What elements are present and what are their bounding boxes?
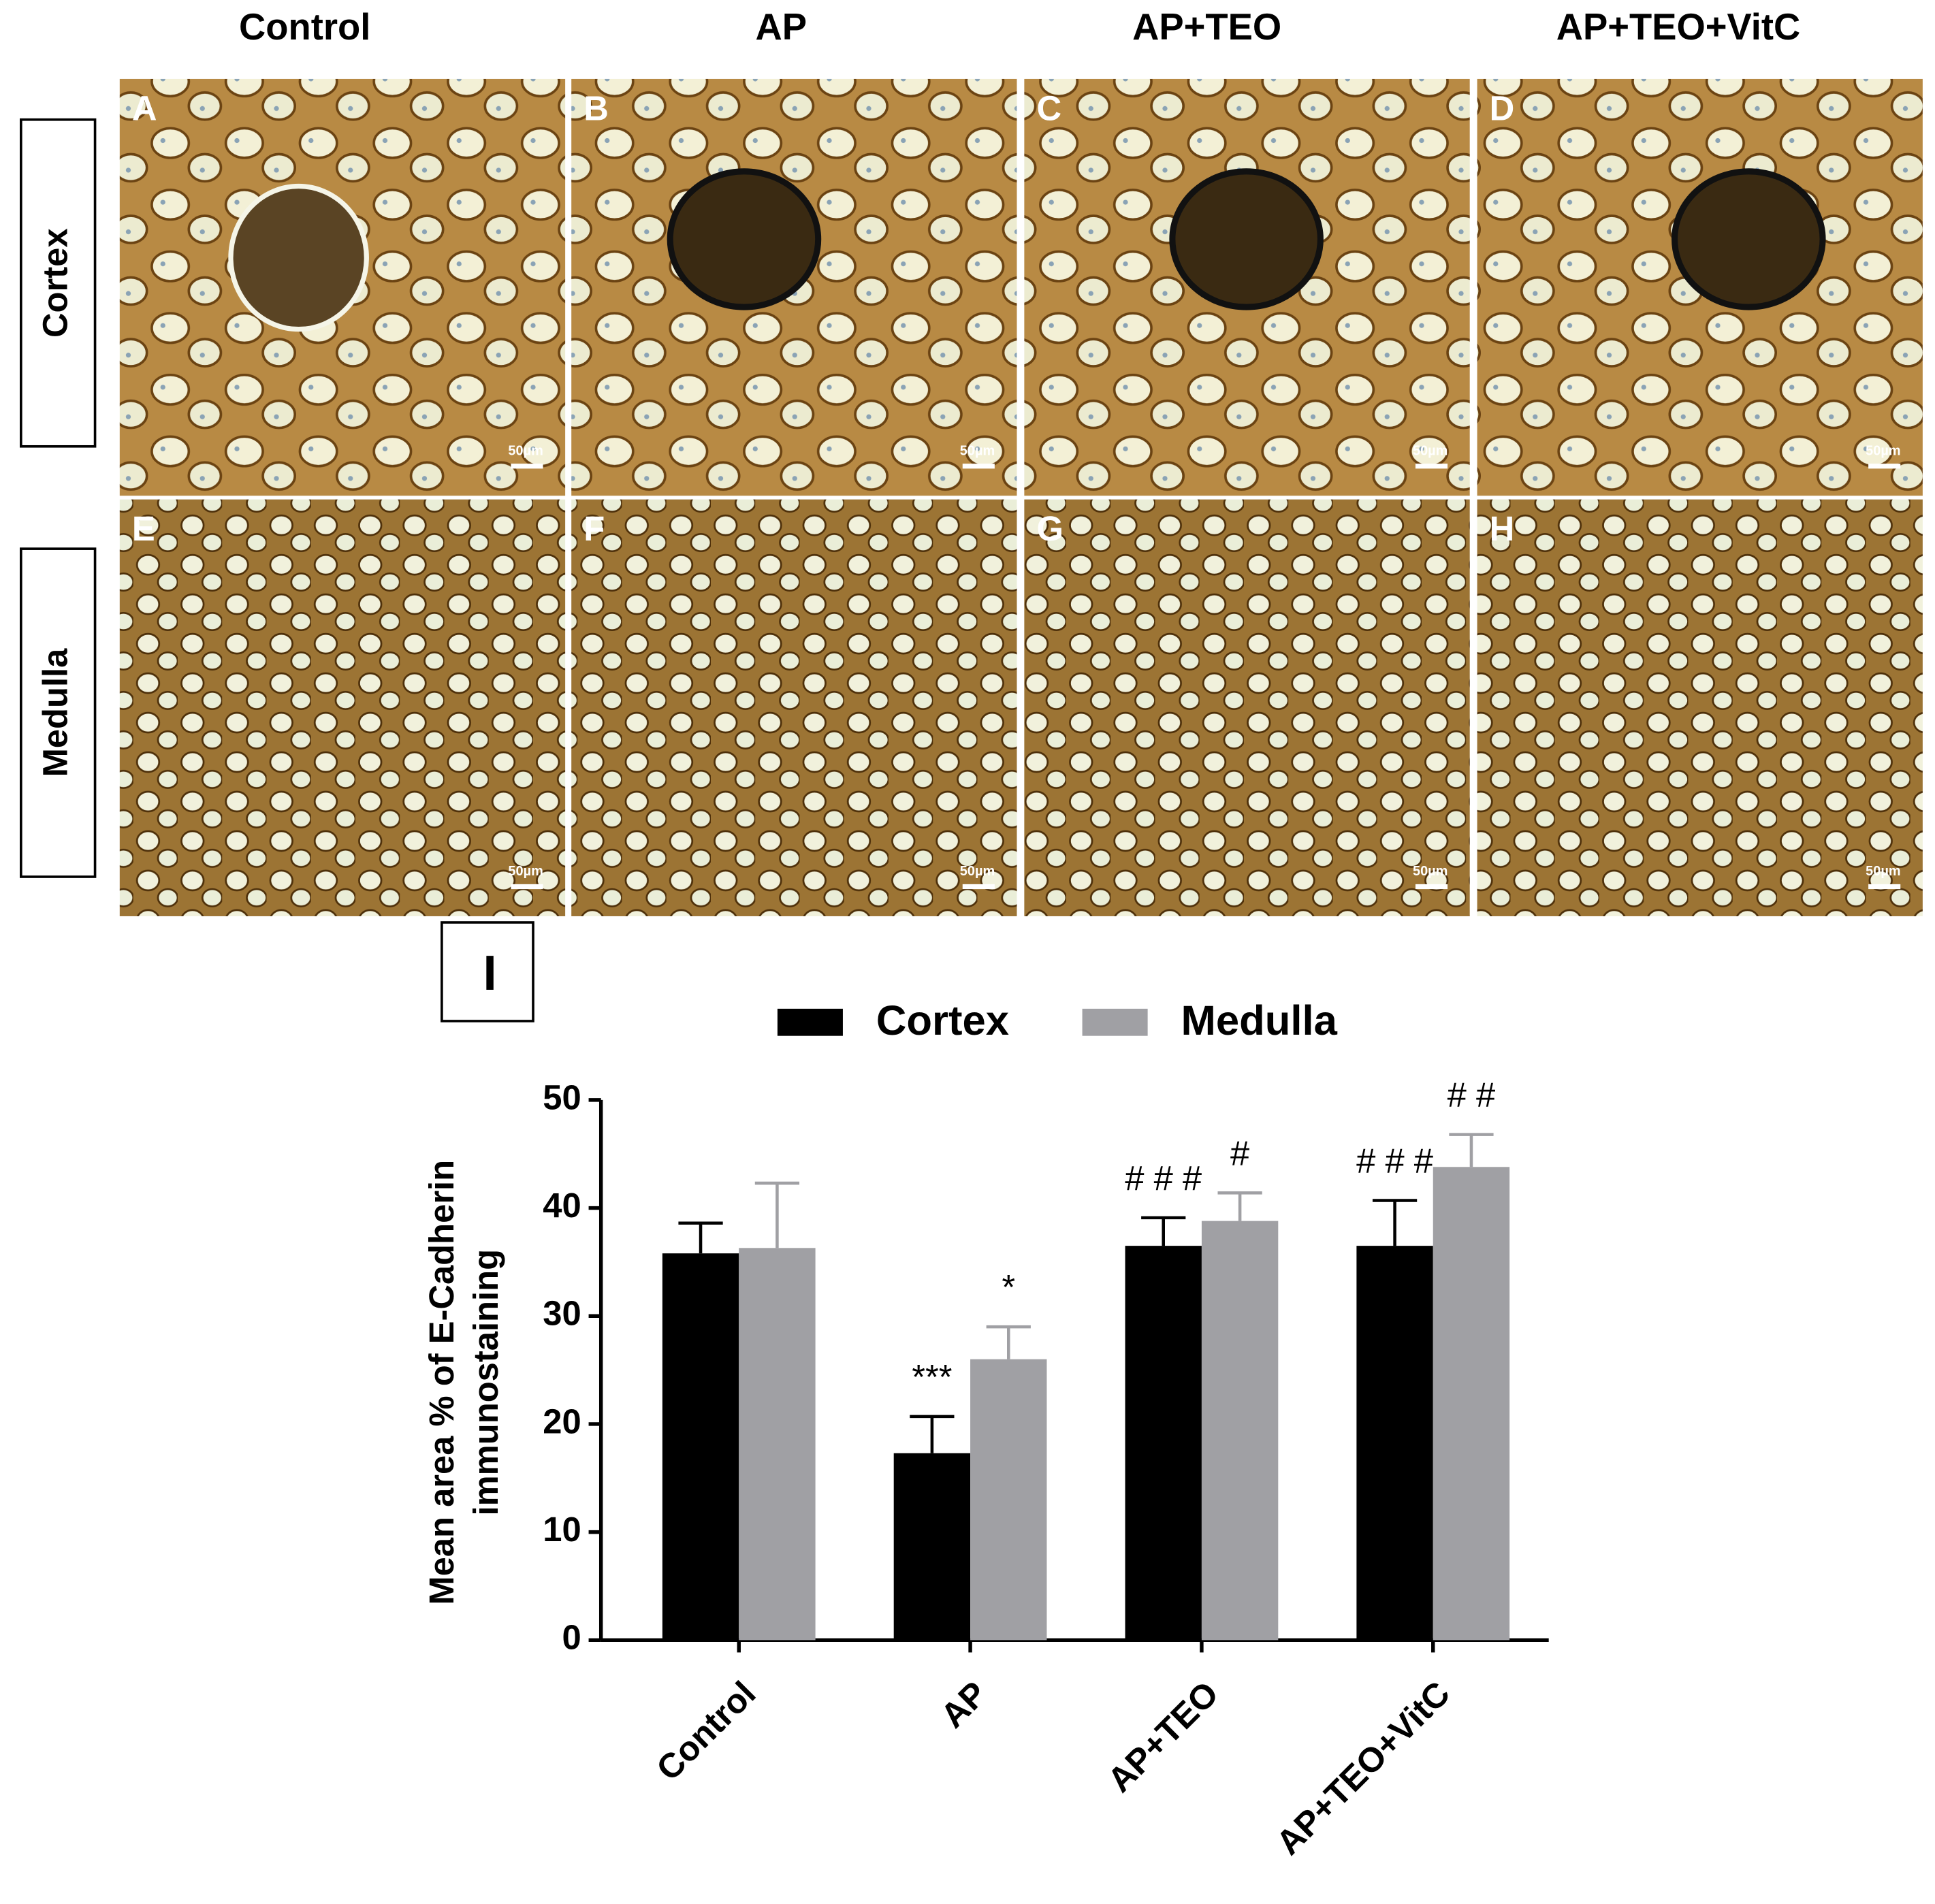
micrograph: [1024, 499, 1470, 916]
legend-label: Cortex: [876, 997, 1009, 1044]
chart-label: I: [483, 946, 496, 1001]
error-bar: [678, 1221, 723, 1254]
bar: [739, 1248, 816, 1641]
error-bar: [1372, 1199, 1418, 1246]
error-bar: [754, 1181, 800, 1248]
micrograph: [1477, 499, 1923, 916]
scale-bar: [511, 884, 543, 890]
significance-label: *: [1002, 1268, 1015, 1306]
row-label-box: [20, 118, 97, 448]
glomerulus: [1169, 168, 1324, 310]
x-tick-label: Control: [649, 1674, 763, 1788]
column-header: Control: [239, 6, 370, 48]
panel-letter: H: [1490, 509, 1515, 548]
legend-label: Medulla: [1181, 997, 1338, 1044]
scale-bar: [1868, 884, 1901, 890]
bar: [970, 1359, 1047, 1641]
panel-letter: A: [132, 88, 157, 127]
y-axis-label: Mean area % of E-Cadherin: [422, 1160, 461, 1605]
scale-bar-label: 50µm: [960, 864, 995, 879]
scale-bar: [1415, 464, 1448, 469]
significance-label: # # #: [1125, 1159, 1202, 1197]
bar-chart: 0 10 20 30 40 50 Mean area % of E-Cadherin immu…: [422, 997, 1549, 1862]
panel-letter: F: [583, 509, 605, 548]
glomerulus: [1672, 168, 1826, 310]
x-tick-label: AP: [933, 1674, 994, 1735]
scale-bar-label: 50µm: [508, 864, 543, 879]
panel-letter: E: [132, 509, 155, 548]
significance-label: # # #: [1356, 1142, 1433, 1180]
row-label-box: [20, 547, 97, 878]
scale-bar-label: 50µm: [1413, 443, 1448, 458]
y-axis-label: immunostaining: [466, 1249, 505, 1516]
panel-letter: D: [1490, 88, 1515, 127]
bar: [1201, 1221, 1279, 1641]
scale-bar: [962, 464, 995, 469]
bar: [662, 1253, 739, 1641]
y-tick-label: 40: [543, 1186, 581, 1225]
significance-label: # #: [1448, 1076, 1496, 1114]
glomerulus: [228, 183, 369, 332]
error-bar: [1449, 1133, 1494, 1167]
bar: [893, 1453, 971, 1641]
column-header: AP: [756, 6, 807, 48]
panel-letter: B: [583, 88, 609, 127]
scale-bar-label: 50µm: [1866, 443, 1900, 458]
scale-bar: [962, 884, 995, 890]
x-tick-label: AP+TEO: [1100, 1674, 1226, 1800]
scale-bar: [1415, 884, 1448, 890]
legend-swatch: [777, 1008, 843, 1036]
y-tick-label: 20: [543, 1402, 581, 1440]
panel-letter: C: [1037, 88, 1062, 127]
legend-swatch: [1082, 1008, 1148, 1036]
error-bar: [910, 1415, 955, 1453]
y-tick-label: 0: [562, 1618, 581, 1657]
bar: [1356, 1246, 1433, 1641]
micrograph-grid: Control AP AP+TEO AP+TEO+VitC Cortex Medulla A…: [20, 6, 1923, 916]
row-label: Cortex: [36, 228, 75, 338]
row-label: Medulla: [36, 648, 75, 777]
scale-bar-label: 50µm: [1866, 864, 1900, 879]
column-header: AP+TEO: [1132, 6, 1281, 48]
chart-label-box: [441, 921, 534, 1022]
scale-bar: [511, 464, 543, 469]
error-bar: [1217, 1191, 1262, 1221]
error-bar: [1141, 1216, 1186, 1246]
significance-label: #: [1230, 1133, 1249, 1172]
significance-label: ***: [912, 1357, 952, 1396]
y-tick-label: 50: [543, 1078, 581, 1116]
micrograph: [571, 499, 1017, 916]
scale-bar-label: 50µm: [960, 443, 995, 458]
x-tick-label: AP+TEO+VitC: [1268, 1674, 1457, 1862]
micrograph: [119, 499, 566, 916]
y-tick-label: 10: [543, 1510, 581, 1549]
bar: [1125, 1246, 1202, 1641]
error-bar: [986, 1325, 1031, 1359]
y-tick-label: 30: [543, 1294, 581, 1333]
panel-letter: G: [1037, 509, 1064, 548]
bar: [1433, 1167, 1510, 1641]
glomerulus: [667, 168, 822, 310]
scale-bar-label: 50µm: [508, 443, 543, 458]
scale-bar: [1868, 464, 1901, 469]
column-header: AP+TEO+VitC: [1556, 6, 1801, 48]
scale-bar-label: 50µm: [1413, 864, 1448, 879]
